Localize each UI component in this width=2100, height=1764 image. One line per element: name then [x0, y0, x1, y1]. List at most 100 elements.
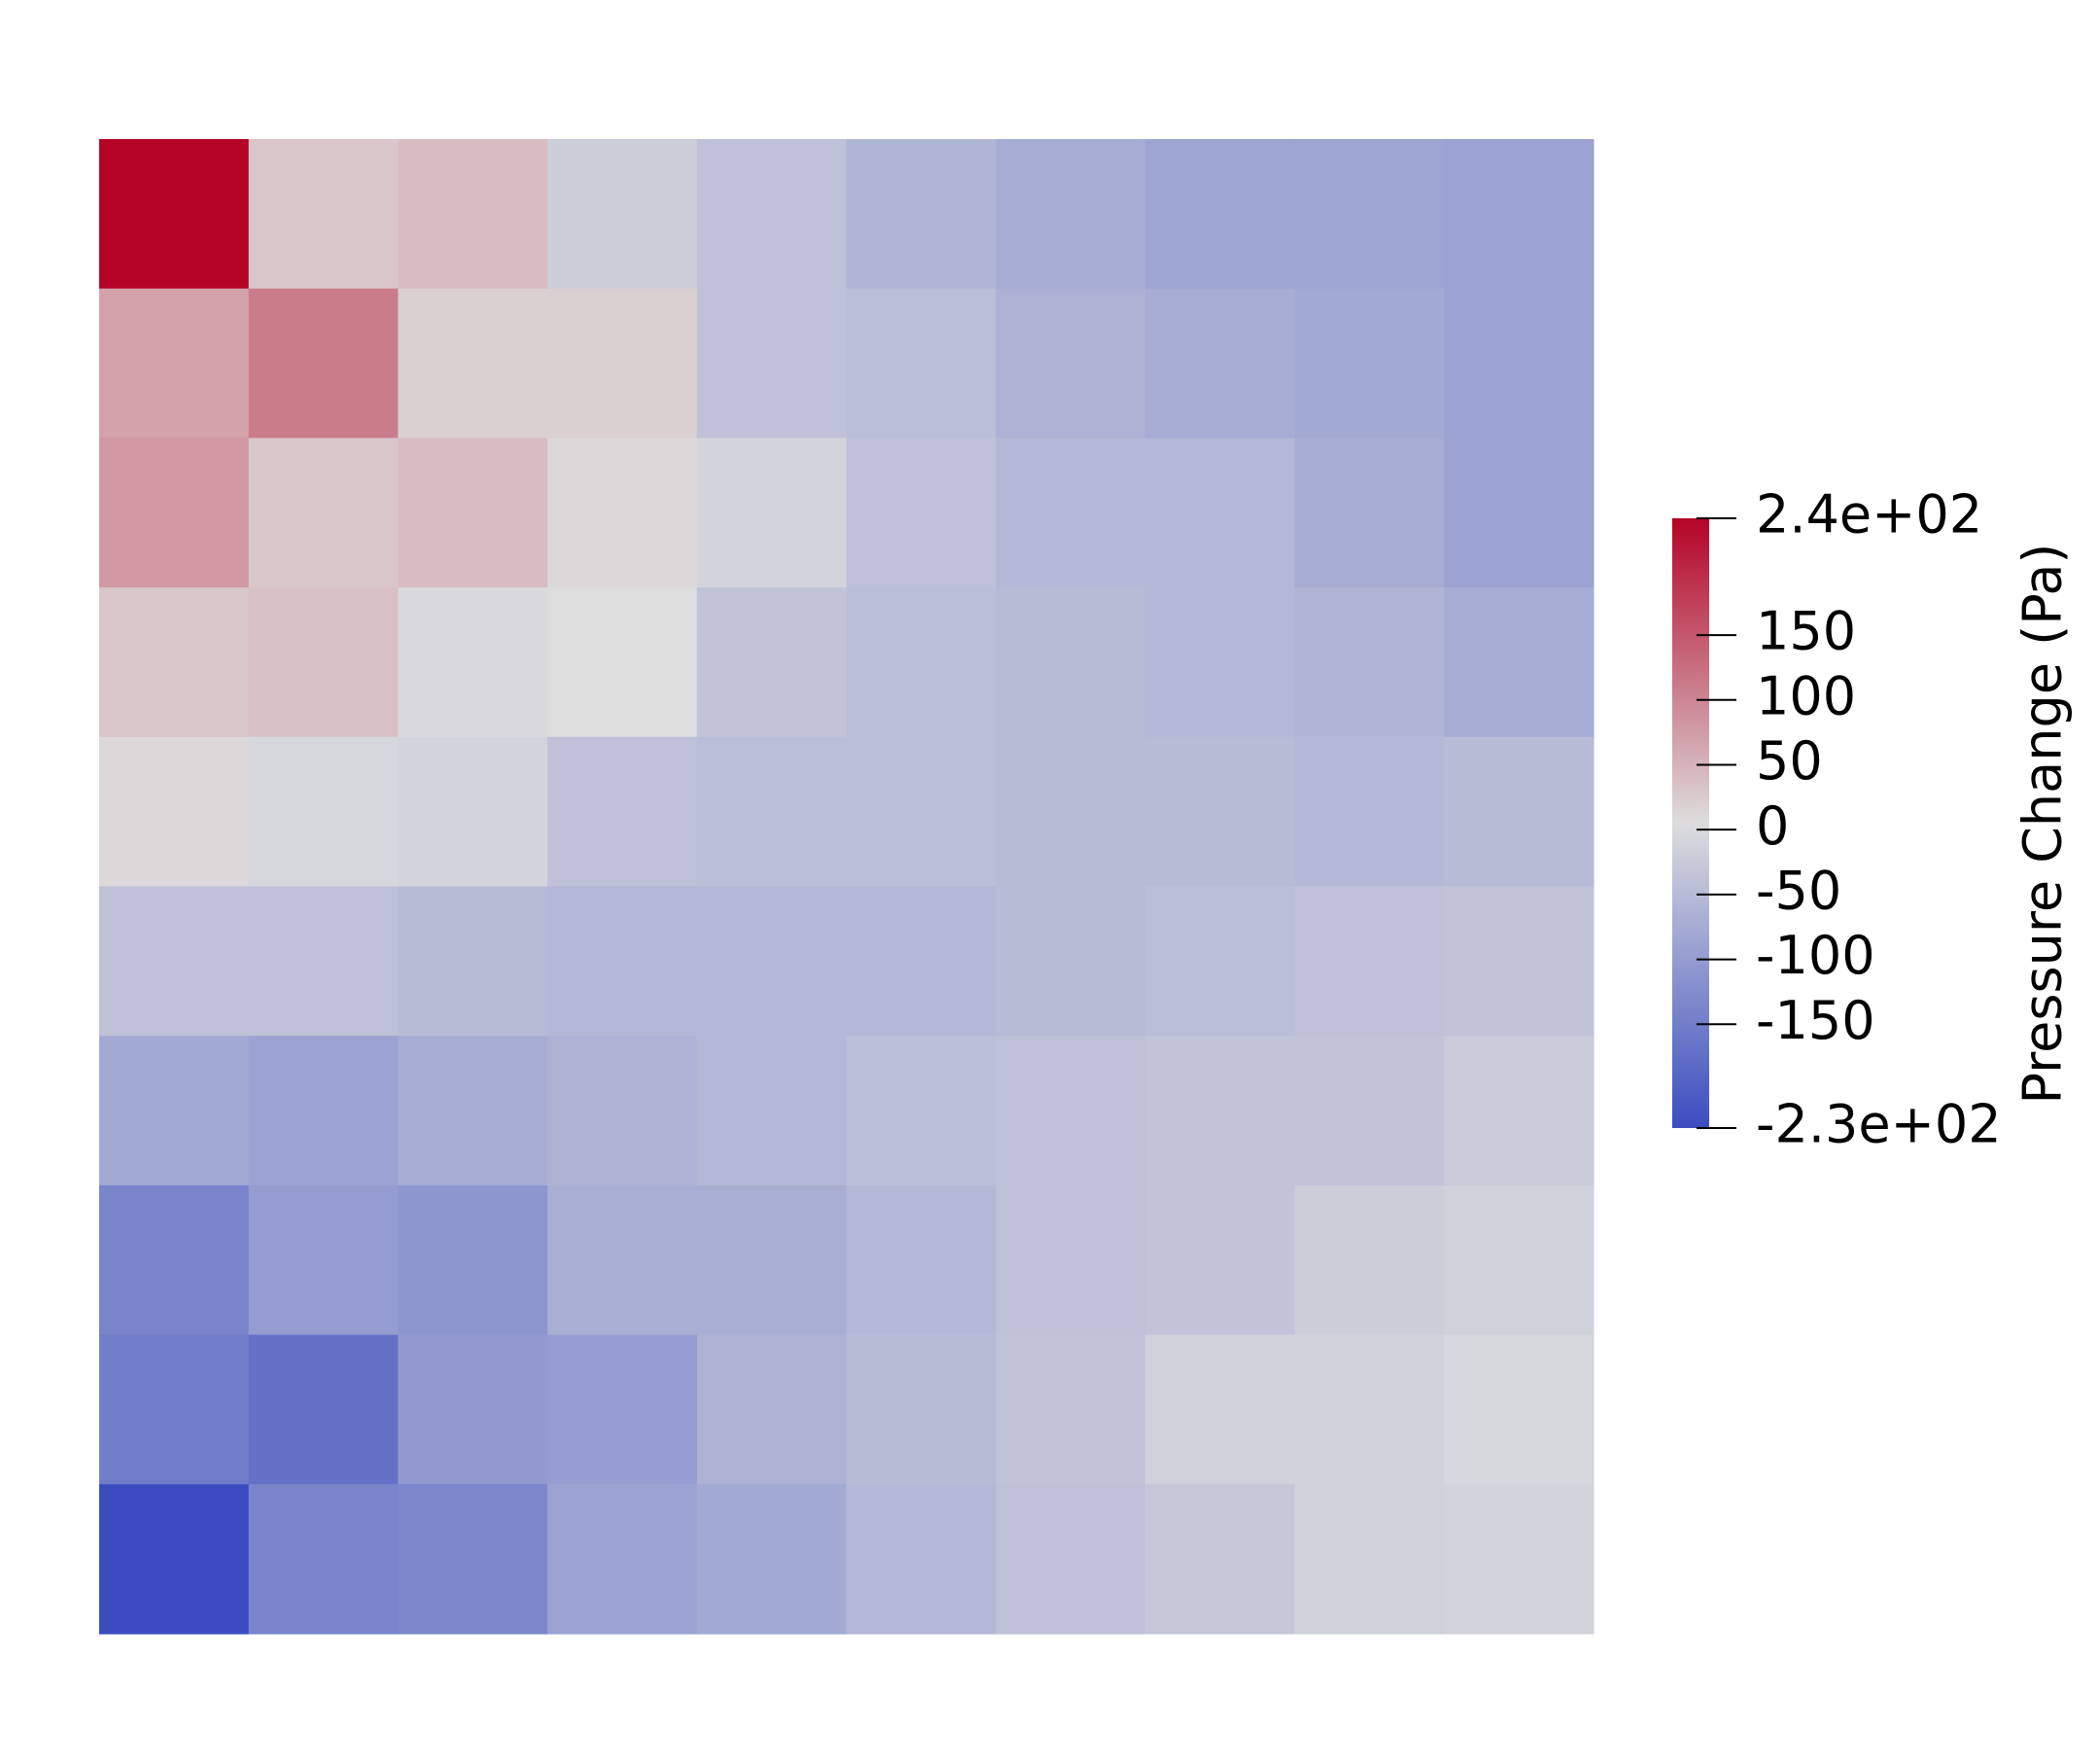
heatmap-cell [398, 886, 548, 1037]
heatmap-cell [696, 587, 848, 738]
heatmap-cell [99, 438, 250, 588]
heatmap-cell [846, 736, 997, 888]
heatmap-cell [696, 886, 848, 1037]
heatmap-cell [1294, 1334, 1445, 1485]
heatmap-cell [846, 886, 997, 1037]
heatmap-cell [1144, 886, 1296, 1037]
heatmap-cell [398, 1334, 548, 1485]
heatmap-cell [398, 139, 548, 290]
heatmap-cell [846, 438, 997, 588]
heatmap-cell [1444, 1184, 1594, 1336]
heatmap-cell [547, 1184, 698, 1336]
colorbar-tick-label: 2.4e+02 [1756, 484, 1982, 546]
heatmap-cell [1294, 139, 1445, 290]
heatmap-cell [846, 139, 997, 290]
colorbar-tick-label: 150 [1756, 601, 1856, 662]
heatmap-cell [398, 1184, 548, 1336]
heatmap-cell [1294, 736, 1445, 888]
heatmap-cell [996, 1334, 1146, 1485]
heatmap-cell [1294, 1184, 1445, 1336]
heatmap-cell [996, 886, 1146, 1037]
heatmap-cell [846, 1334, 997, 1485]
heatmap-cell [248, 886, 399, 1037]
heatmap-cell [1294, 438, 1445, 588]
colorbar-tick-label: 0 [1756, 795, 1789, 857]
heatmap-cell [1144, 1484, 1296, 1635]
heatmap-cell [248, 139, 399, 290]
colorbar [1672, 518, 1709, 1128]
heatmap-cell [1444, 438, 1594, 588]
heatmap-cell [398, 1484, 548, 1635]
heatmap-cell [996, 139, 1146, 290]
heatmap-cell [1144, 736, 1296, 888]
heatmap-cell [1144, 587, 1296, 738]
heatmap-cell [996, 1184, 1146, 1336]
heatmap-cell [547, 886, 698, 1037]
heatmap-cell [547, 139, 698, 290]
heatmap-cell [248, 1184, 399, 1336]
colorbar-tick-label: 100 [1756, 665, 1856, 726]
heatmap-cell [1144, 1036, 1296, 1186]
heatmap-cell [1144, 139, 1296, 290]
heatmap-cell [99, 1036, 250, 1186]
heatmap-cell [99, 886, 250, 1037]
heatmap-cell [1294, 886, 1445, 1037]
heatmap-cell [99, 1184, 250, 1336]
heatmap-cell [846, 1184, 997, 1336]
heatmap-cell [696, 139, 848, 290]
heatmap-cell [1144, 288, 1296, 439]
colorbar-tick-label: -50 [1756, 861, 1841, 922]
heatmap-cell [1294, 1484, 1445, 1635]
heatmap-cell [99, 288, 250, 439]
heatmap-cell [696, 438, 848, 588]
heatmap-cell [1444, 886, 1594, 1037]
heatmap-cell [248, 1334, 399, 1485]
colorbar-label: Pressure Change (Pa) [2012, 543, 2074, 1104]
heatmap-cell [1294, 587, 1445, 738]
heatmap-cell [248, 438, 399, 588]
heatmap-cell [1444, 736, 1594, 888]
colorbar-tick-label: 50 [1756, 730, 1823, 792]
heatmap-cell [846, 1484, 997, 1635]
heatmap-cell [996, 736, 1146, 888]
heatmap-cell [99, 1484, 250, 1635]
heatmap-cell [398, 587, 548, 738]
heatmap-cell [547, 438, 698, 588]
heatmap-cell [99, 139, 250, 290]
heatmap-cell [1144, 438, 1296, 588]
heatmap-cell [1444, 139, 1594, 290]
heatmap-cell [547, 1334, 698, 1485]
heatmap-cell [996, 587, 1146, 738]
heatmap-cell [696, 1036, 848, 1186]
colorbar-tick-label: -150 [1756, 990, 1875, 1051]
heatmap-cell [398, 1036, 548, 1186]
heatmap-cell [398, 736, 548, 888]
heatmap-cell [547, 736, 698, 888]
heatmap-cell [846, 288, 997, 439]
heatmap-cell [696, 1334, 848, 1485]
heatmap-cell [1294, 288, 1445, 439]
heatmap-cell [547, 1484, 698, 1635]
heatmap-cell [248, 288, 399, 439]
heatmap-cell [996, 288, 1146, 439]
heatmap-cell [1444, 587, 1594, 738]
heatmap-cell [547, 587, 698, 738]
heatmap-cell [846, 1036, 997, 1186]
heatmap-cell [248, 587, 399, 738]
heatmap-cell [1144, 1184, 1296, 1336]
heatmap-cell [846, 587, 997, 738]
heatmap-cell [1444, 288, 1594, 439]
heatmap-cell [99, 736, 250, 888]
heatmap-cell [99, 587, 250, 738]
heatmap-cell [1444, 1484, 1594, 1635]
heatmap-cell [696, 1484, 848, 1635]
heatmap-cell [248, 1036, 399, 1186]
heatmap-cell [1144, 1334, 1296, 1485]
heatmap-cell [398, 288, 548, 439]
heatmap-cell [248, 1484, 399, 1635]
heatmap-cell [996, 1036, 1146, 1186]
heatmap-cell [996, 438, 1146, 588]
heatmap-cell [547, 1036, 698, 1186]
colorbar-tick-label: -100 [1756, 925, 1875, 986]
